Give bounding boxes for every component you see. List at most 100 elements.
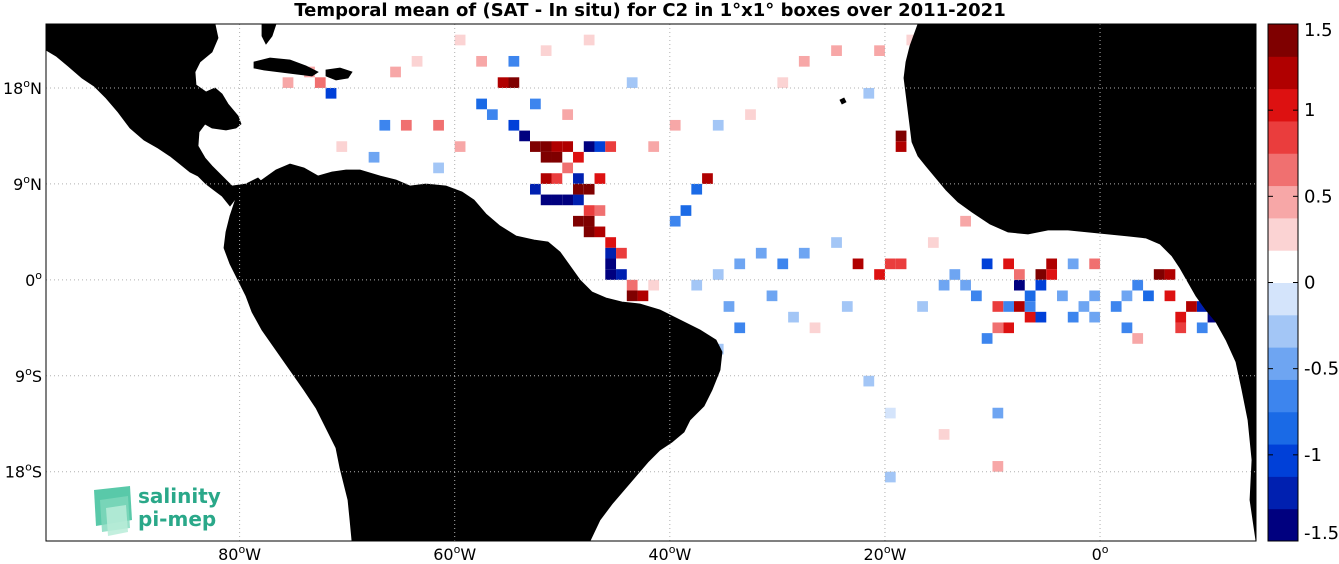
- heatmap-cell: [530, 141, 541, 152]
- heatmap-cell: [594, 205, 606, 216]
- heatmap-cell: [1003, 258, 1014, 270]
- heatmap-cell: [1164, 269, 1176, 280]
- heatmap-cell: [594, 141, 606, 152]
- heatmap-cell: [1121, 290, 1133, 302]
- x-tick-label: 0o: [1092, 543, 1109, 564]
- colorbar-swatch: [1268, 314, 1298, 348]
- heatmap-cell: [981, 258, 993, 270]
- colorbar-swatch: [1268, 411, 1298, 445]
- heatmap-cell: [874, 45, 885, 56]
- colorbar-tick-label: 0.5: [1304, 186, 1333, 207]
- heatmap-cell: [325, 87, 337, 99]
- heatmap-cell: [530, 98, 541, 110]
- heatmap-cell: [605, 247, 617, 259]
- heatmap-cell: [519, 130, 530, 142]
- heatmap-cell: [960, 215, 971, 227]
- colorbar-swatch: [1268, 347, 1298, 380]
- colorbar-tick-label: 1.5: [1304, 20, 1333, 41]
- heatmap-cell: [970, 290, 982, 302]
- heatmap-cell: [583, 226, 595, 238]
- heatmap-cell: [680, 205, 692, 216]
- heatmap-cell: [562, 194, 574, 206]
- heatmap-cell: [583, 183, 595, 195]
- heatmap-cell: [540, 194, 552, 206]
- heatmap-cell: [1046, 269, 1058, 280]
- heatmap-cell: [605, 269, 617, 280]
- heatmap-cell: [1153, 269, 1165, 280]
- logo-text-salinity: salinity: [138, 484, 221, 508]
- colorbar-swatch: [1268, 282, 1298, 316]
- y-tick-label: 18oS: [5, 461, 42, 482]
- heatmap-cell: [562, 109, 574, 120]
- heatmap-cell: [1132, 333, 1144, 344]
- land-masses: [46, 24, 1256, 541]
- x-tick-label: 60oW: [433, 543, 476, 564]
- heatmap-cell: [616, 269, 627, 280]
- colorbar-swatch: [1268, 379, 1298, 413]
- colorbar-swatch: [1268, 120, 1298, 154]
- heatmap-cell: [1110, 301, 1122, 312]
- heatmap-cell: [831, 45, 842, 56]
- heatmap-cell: [798, 247, 810, 259]
- heatmap-cell: [379, 119, 391, 131]
- heatmap-cell: [895, 258, 907, 270]
- heatmap-cell: [960, 279, 971, 291]
- heatmap-cell: [981, 333, 993, 344]
- heatmap-cell: [895, 141, 907, 152]
- heatmap-cell: [605, 141, 617, 152]
- map-frame: [45, 23, 1257, 542]
- heatmap-cell: [788, 311, 799, 323]
- heatmap-cell: [712, 269, 724, 280]
- x-tick-label: 20oW: [863, 543, 906, 564]
- heatmap-cell: [1024, 290, 1036, 302]
- heatmap-cell: [540, 141, 552, 152]
- heatmap-cell: [1196, 301, 1208, 312]
- land-cape-verde: [839, 97, 847, 105]
- heatmap-cell: [1035, 269, 1047, 280]
- logo-wave-icon: [94, 486, 132, 536]
- heatmap-cell: [669, 215, 681, 227]
- y-tick-label: 18oN: [3, 77, 42, 98]
- heatmap-cell: [583, 34, 595, 46]
- heatmap-cell: [530, 183, 541, 195]
- logo-text-pi-mep: pi-mep: [138, 507, 216, 531]
- heatmap-cell: [1024, 311, 1036, 323]
- colorbar-swatch: [1268, 476, 1298, 510]
- colorbar-swatch: [1268, 56, 1298, 90]
- heatmap-cell: [573, 183, 584, 195]
- heatmap-cell: [884, 407, 896, 419]
- heatmap-cell: [1186, 301, 1197, 312]
- x-tick-label: 40oW: [648, 543, 691, 564]
- heatmap-cell: [637, 290, 649, 302]
- heatmap-cell: [390, 66, 401, 78]
- heatmap-cell: [454, 34, 466, 46]
- heatmap-cell: [723, 301, 735, 312]
- heatmap-cell: [1014, 301, 1025, 312]
- heatmap-cell: [336, 141, 348, 152]
- heatmap-cell: [573, 194, 584, 206]
- heatmap-cell: [605, 237, 617, 248]
- heatmap-cell: [1003, 322, 1014, 334]
- colorbar-tick-label: 1: [1304, 100, 1315, 121]
- heatmap-cell: [411, 55, 423, 67]
- heatmap-cell: [884, 471, 896, 483]
- heatmap-cell: [992, 461, 1004, 472]
- heatmap-cell: [992, 407, 1004, 419]
- heatmap-cell: [1003, 301, 1014, 312]
- heatmap-cell: [927, 237, 939, 248]
- y-tick-label: 9oS: [15, 365, 42, 386]
- colorbar-swatch: [1268, 153, 1298, 187]
- land-south-america: [223, 163, 723, 541]
- land-florida: [261, 24, 277, 45]
- heatmap-cell: [745, 109, 756, 120]
- heatmap-cell: [486, 109, 498, 120]
- heatmap-cell: [1067, 258, 1079, 270]
- heatmap-cell: [508, 119, 520, 131]
- heatmap-cell: [1143, 290, 1154, 302]
- heatmap-cell: [1121, 322, 1133, 334]
- heatmap-cell: [540, 173, 552, 184]
- heatmap-cell: [433, 162, 444, 174]
- y-tick-label: 0o: [25, 269, 42, 290]
- heatmap-cell: [583, 141, 595, 152]
